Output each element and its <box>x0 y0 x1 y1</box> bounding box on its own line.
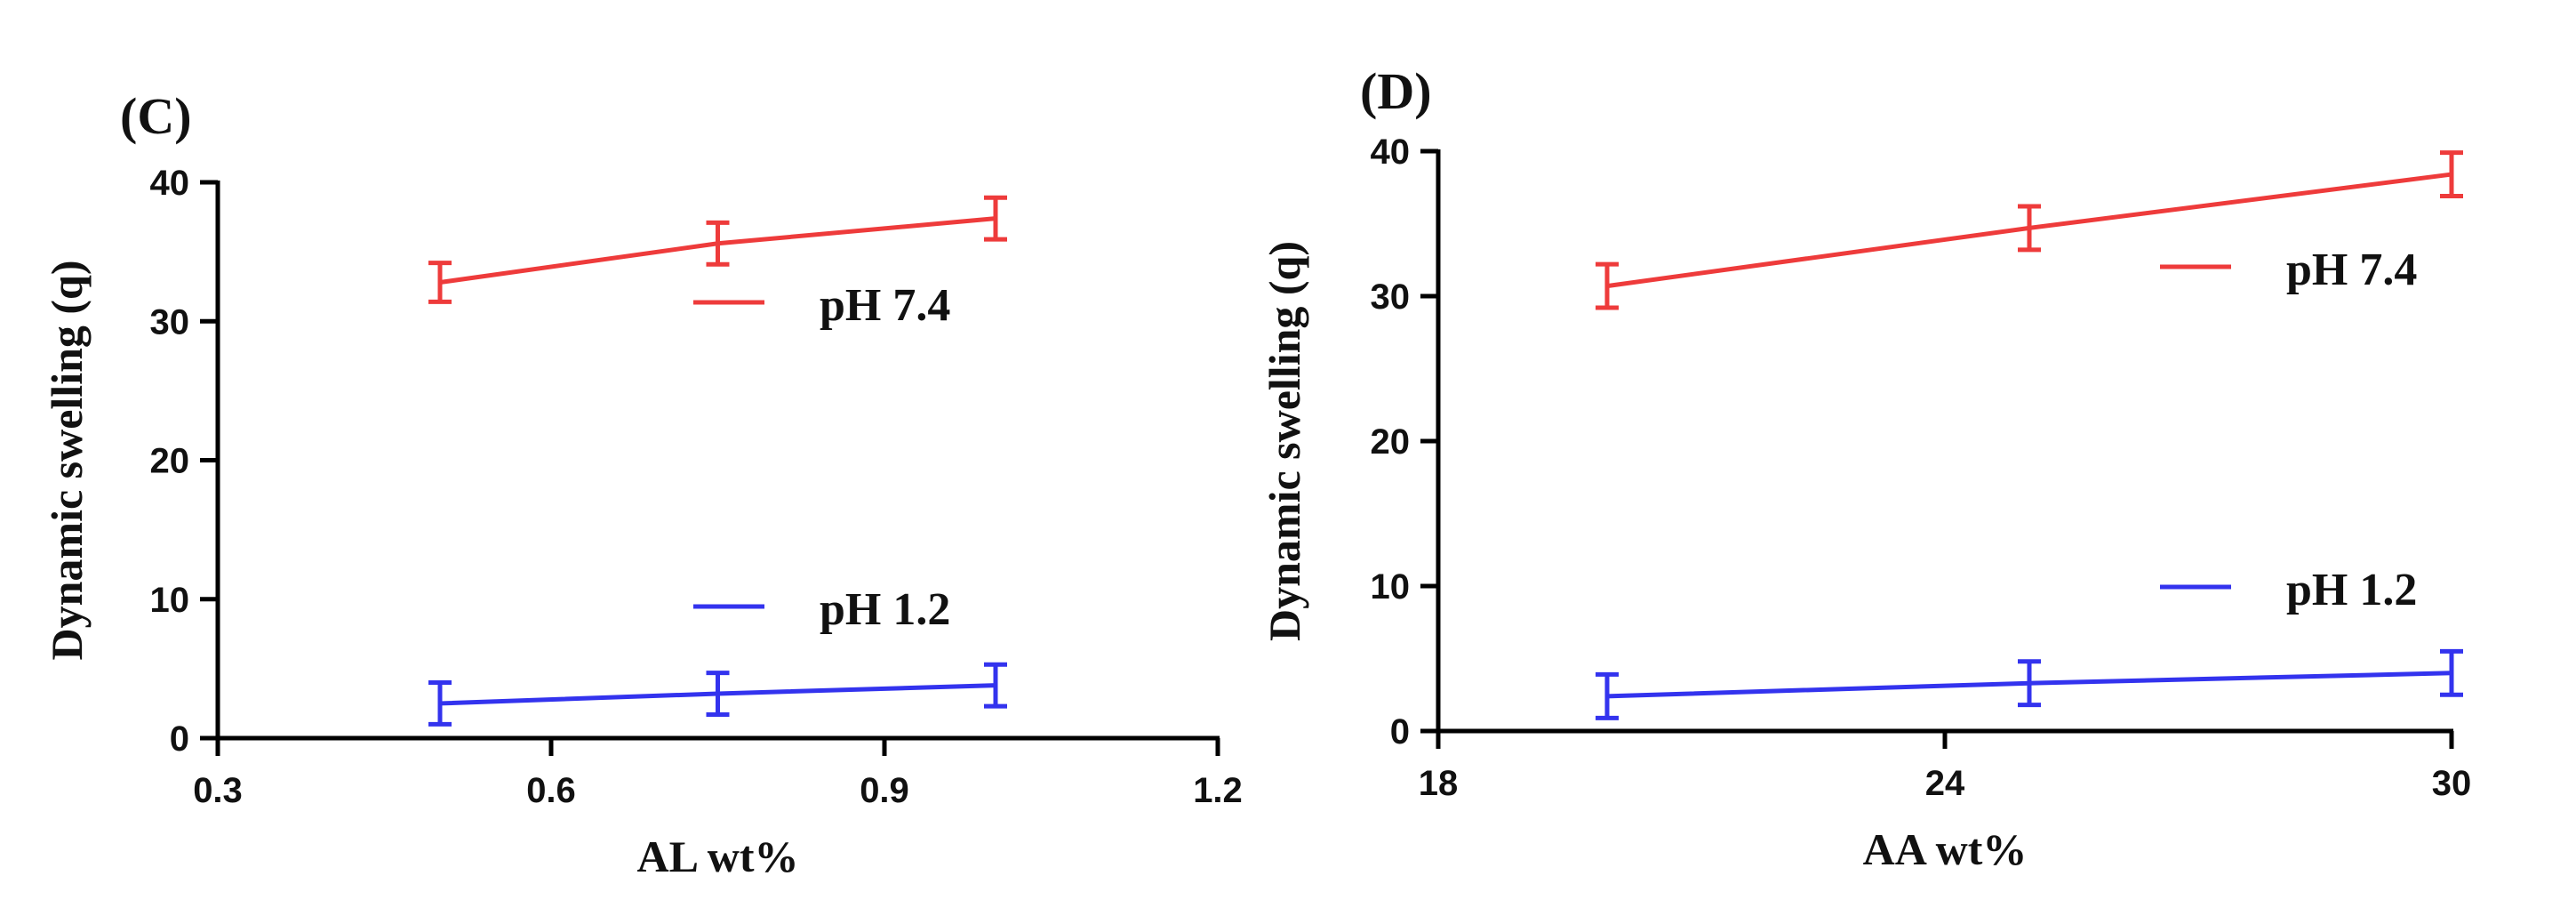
series-ph-1-2: pH 1.2 <box>428 584 1007 727</box>
data-point <box>984 195 1007 242</box>
y-tick-label: 10 <box>1371 567 1411 607</box>
y-axis-title: Dynamic swelling (q) <box>1260 241 1309 641</box>
y-axis-title: Dynamic swelling (q) <box>42 261 92 661</box>
y-tick-label: 30 <box>150 302 190 341</box>
legend-entry: pH 7.4 <box>2160 245 2417 295</box>
series-ph-1-2: pH 1.2 <box>1596 565 2463 720</box>
legend-entry: pH 1.2 <box>2160 565 2417 615</box>
legend-label: pH 1.2 <box>2286 565 2417 615</box>
data-point <box>2018 659 2041 708</box>
x-tick-label: 1.2 <box>1193 771 1243 810</box>
data-point <box>2018 204 2041 253</box>
legend-label: pH 7.4 <box>820 280 950 331</box>
x-tick-label: 0.9 <box>860 771 909 810</box>
y-tick-label: 10 <box>150 581 190 620</box>
legend-entry: pH 1.2 <box>693 584 950 635</box>
series-ph-7-4: pH 7.4 <box>1596 150 2463 310</box>
data-point <box>1596 261 1619 310</box>
series-ph-7-4: pH 7.4 <box>428 195 1007 331</box>
legend-label: pH 1.2 <box>820 584 950 635</box>
x-tick-label: 30 <box>2432 764 2472 803</box>
data-point <box>706 220 730 267</box>
x-tick-label: 18 <box>1419 764 1459 803</box>
data-point <box>1596 671 1619 720</box>
y-tick-label: 40 <box>1371 133 1411 172</box>
panel-label: (C) <box>120 87 192 145</box>
x-axis-title: AL wt% <box>637 832 799 881</box>
data-point <box>428 680 452 727</box>
x-axis-title: AA wt% <box>1863 824 2028 874</box>
y-tick-label: 30 <box>1371 277 1411 317</box>
data-point <box>984 662 1007 709</box>
data-point <box>706 671 730 717</box>
y-tick-label: 0 <box>1390 712 1410 751</box>
data-point <box>2440 648 2463 697</box>
y-tick-label: 0 <box>170 719 189 759</box>
x-tick-label: 0.6 <box>526 771 576 810</box>
x-tick-label: 24 <box>1925 764 1965 803</box>
chart-panel-c: (C) 0 10 20 30 40 0.3 0.6 0.9 1.2 AL wt% Dynamic sw… <box>42 87 1243 881</box>
legend-entry: pH 7.4 <box>693 280 950 331</box>
y-tick-label: 40 <box>150 164 190 203</box>
data-point <box>2440 150 2463 199</box>
data-point <box>428 261 452 304</box>
y-tick-label: 20 <box>1371 422 1411 462</box>
x-tick-label: 0.3 <box>193 771 243 810</box>
chart-panel-d: (D) 0 10 20 30 40 18 24 30 AA wt% Dynamic swelling… <box>1260 62 2471 874</box>
y-tick-label: 20 <box>150 442 190 481</box>
panel-label: (D) <box>1360 62 1432 120</box>
legend-label: pH 7.4 <box>2286 245 2417 295</box>
